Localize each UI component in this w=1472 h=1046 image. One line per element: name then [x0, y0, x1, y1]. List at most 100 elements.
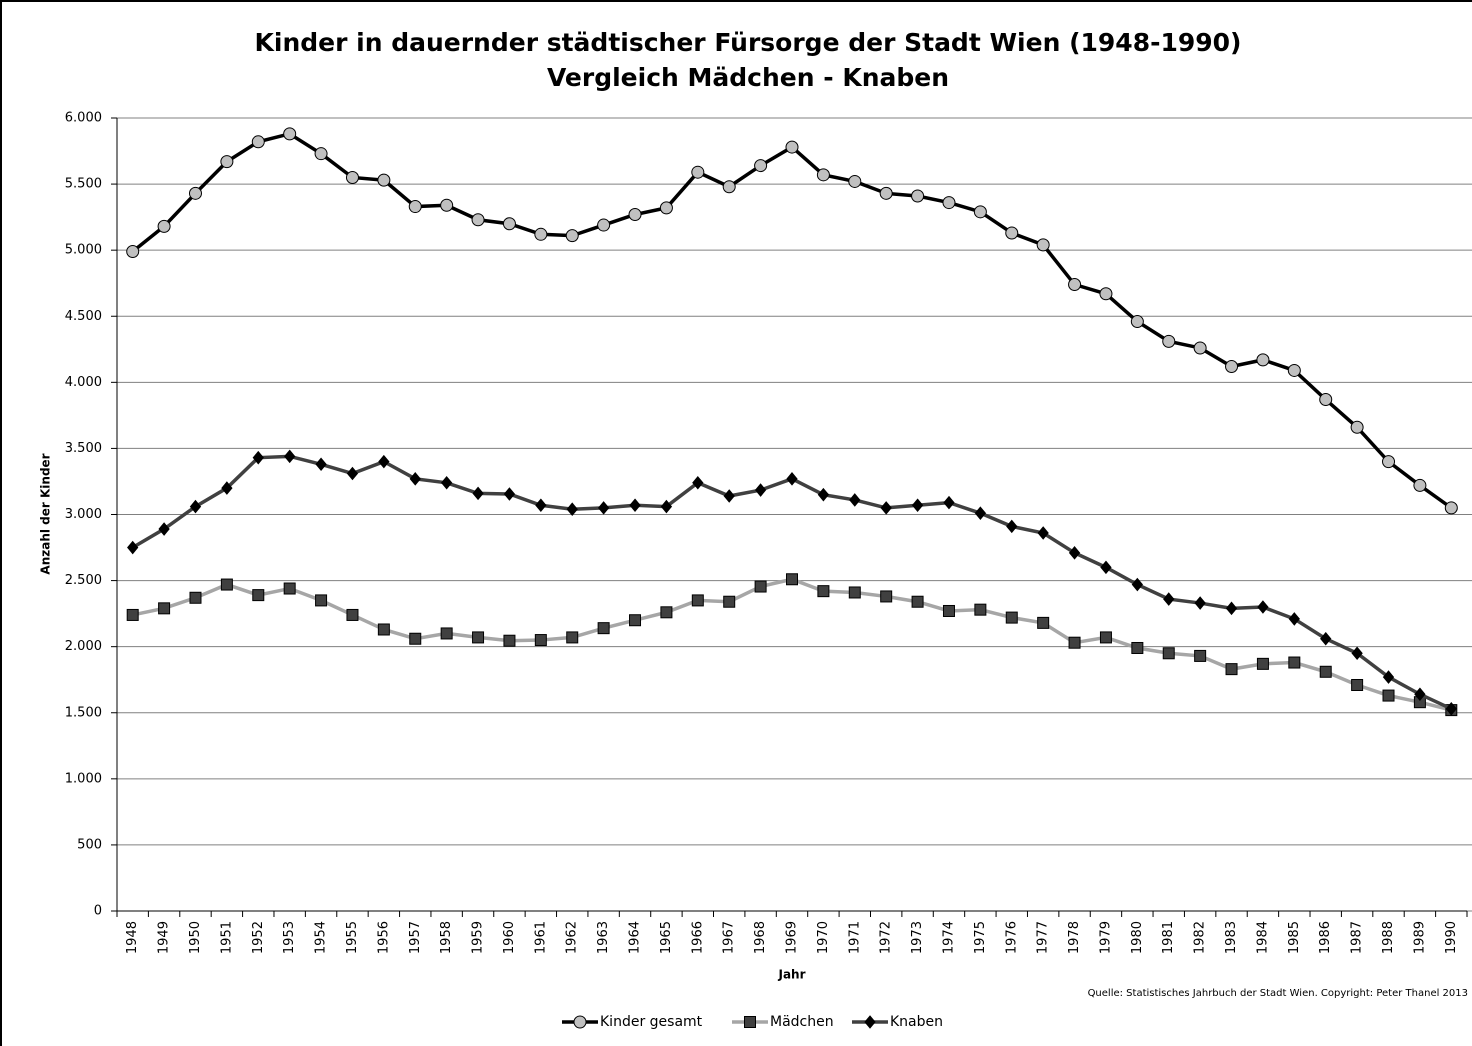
- point: [127, 540, 139, 555]
- point: [1037, 616, 1050, 629]
- x-tick-label: 1959: [471, 921, 486, 954]
- point: [659, 201, 673, 215]
- series: [127, 449, 1457, 716]
- point: [1100, 560, 1112, 575]
- point: [723, 489, 735, 503]
- legend-label: Mädchen: [770, 1014, 834, 1030]
- x-tick-label: 1988: [1381, 921, 1396, 954]
- legend-label: Kinder gesamt: [600, 1014, 703, 1030]
- point: [1351, 678, 1364, 691]
- point: [660, 499, 673, 514]
- point: [252, 589, 265, 602]
- x-tick-label: 1965: [659, 921, 674, 954]
- point: [848, 174, 862, 188]
- point: [879, 186, 893, 200]
- series-line: [132, 577, 1452, 712]
- y-tick-label: 3.000: [65, 507, 102, 522]
- x-tick-label: 1949: [157, 921, 172, 954]
- point: [754, 159, 768, 173]
- x-tick-label: 1975: [973, 921, 988, 954]
- point: [1193, 341, 1207, 355]
- chart-subtitle: Vergleich Mädchen - Knaben: [547, 63, 949, 92]
- x-tick-label: 1980: [1130, 921, 1145, 954]
- point: [1225, 359, 1239, 373]
- x-tick-label: 1948: [125, 921, 140, 954]
- point: [377, 623, 390, 636]
- point: [534, 227, 548, 241]
- x-tick-label: 1962: [565, 921, 580, 954]
- point: [283, 582, 296, 595]
- point: [471, 213, 485, 227]
- point: [408, 200, 422, 214]
- point: [534, 634, 547, 647]
- point: [126, 608, 139, 621]
- point: [817, 487, 830, 502]
- point: [1131, 577, 1144, 592]
- point: [346, 466, 359, 481]
- point: [817, 585, 830, 598]
- point: [1131, 641, 1144, 654]
- point: [502, 217, 516, 231]
- point: [345, 170, 359, 184]
- x-tick-label: 1969: [785, 921, 800, 954]
- point: [1288, 612, 1300, 626]
- x-tick-label: 1967: [722, 921, 737, 954]
- x-tick-label: 1979: [1098, 921, 1113, 954]
- point: [1382, 455, 1396, 469]
- point: [1225, 601, 1238, 616]
- point: [942, 196, 956, 210]
- point: [1162, 334, 1176, 348]
- point: [284, 449, 296, 464]
- point: [1162, 647, 1175, 660]
- point: [188, 186, 202, 200]
- x-tick-label: 1973: [910, 921, 925, 954]
- point: [251, 135, 265, 149]
- source-note: Quelle: Statistisches Jahrbuch der Stadt…: [1088, 988, 1468, 999]
- x-tick-label: 1976: [1004, 921, 1019, 954]
- point: [911, 498, 924, 513]
- y-tick-label: 5.000: [65, 243, 102, 258]
- point: [1320, 631, 1332, 646]
- x-tick-label: 1964: [628, 921, 643, 954]
- x-tick-label: 1957: [408, 921, 423, 954]
- x-tick-label: 1953: [282, 921, 297, 954]
- point: [503, 634, 516, 647]
- point: [597, 218, 611, 232]
- x-tick-label: 1958: [439, 921, 454, 954]
- point: [849, 493, 861, 507]
- x-tick-label: 1952: [251, 921, 266, 954]
- point: [503, 487, 516, 501]
- point: [440, 627, 453, 640]
- point: [1163, 592, 1175, 606]
- y-tick-label: 4.500: [65, 309, 102, 324]
- series: [126, 573, 1458, 717]
- x-tick-label: 1978: [1067, 921, 1082, 954]
- point: [472, 631, 485, 644]
- point: [440, 198, 454, 212]
- y-tick-label: 1.500: [65, 705, 102, 720]
- point: [785, 140, 799, 154]
- x-tick-label: 1971: [847, 921, 862, 954]
- y-tick-label: 5.500: [65, 177, 102, 192]
- point: [974, 603, 987, 616]
- x-axis-label: Jahr: [777, 968, 805, 982]
- x-tick-label: 1990: [1444, 921, 1459, 954]
- point: [1256, 657, 1269, 670]
- point: [189, 499, 202, 514]
- point: [566, 631, 579, 644]
- point: [1194, 649, 1207, 662]
- point: [315, 594, 328, 607]
- point: [1445, 702, 1457, 716]
- point: [880, 501, 892, 515]
- point: [1068, 546, 1081, 560]
- point: [1257, 600, 1269, 614]
- point: [535, 498, 547, 513]
- point: [1382, 670, 1395, 684]
- point: [628, 207, 642, 221]
- point: [1414, 687, 1426, 702]
- point: [629, 614, 642, 627]
- y-tick-label: 4.000: [65, 375, 102, 390]
- point: [441, 475, 453, 490]
